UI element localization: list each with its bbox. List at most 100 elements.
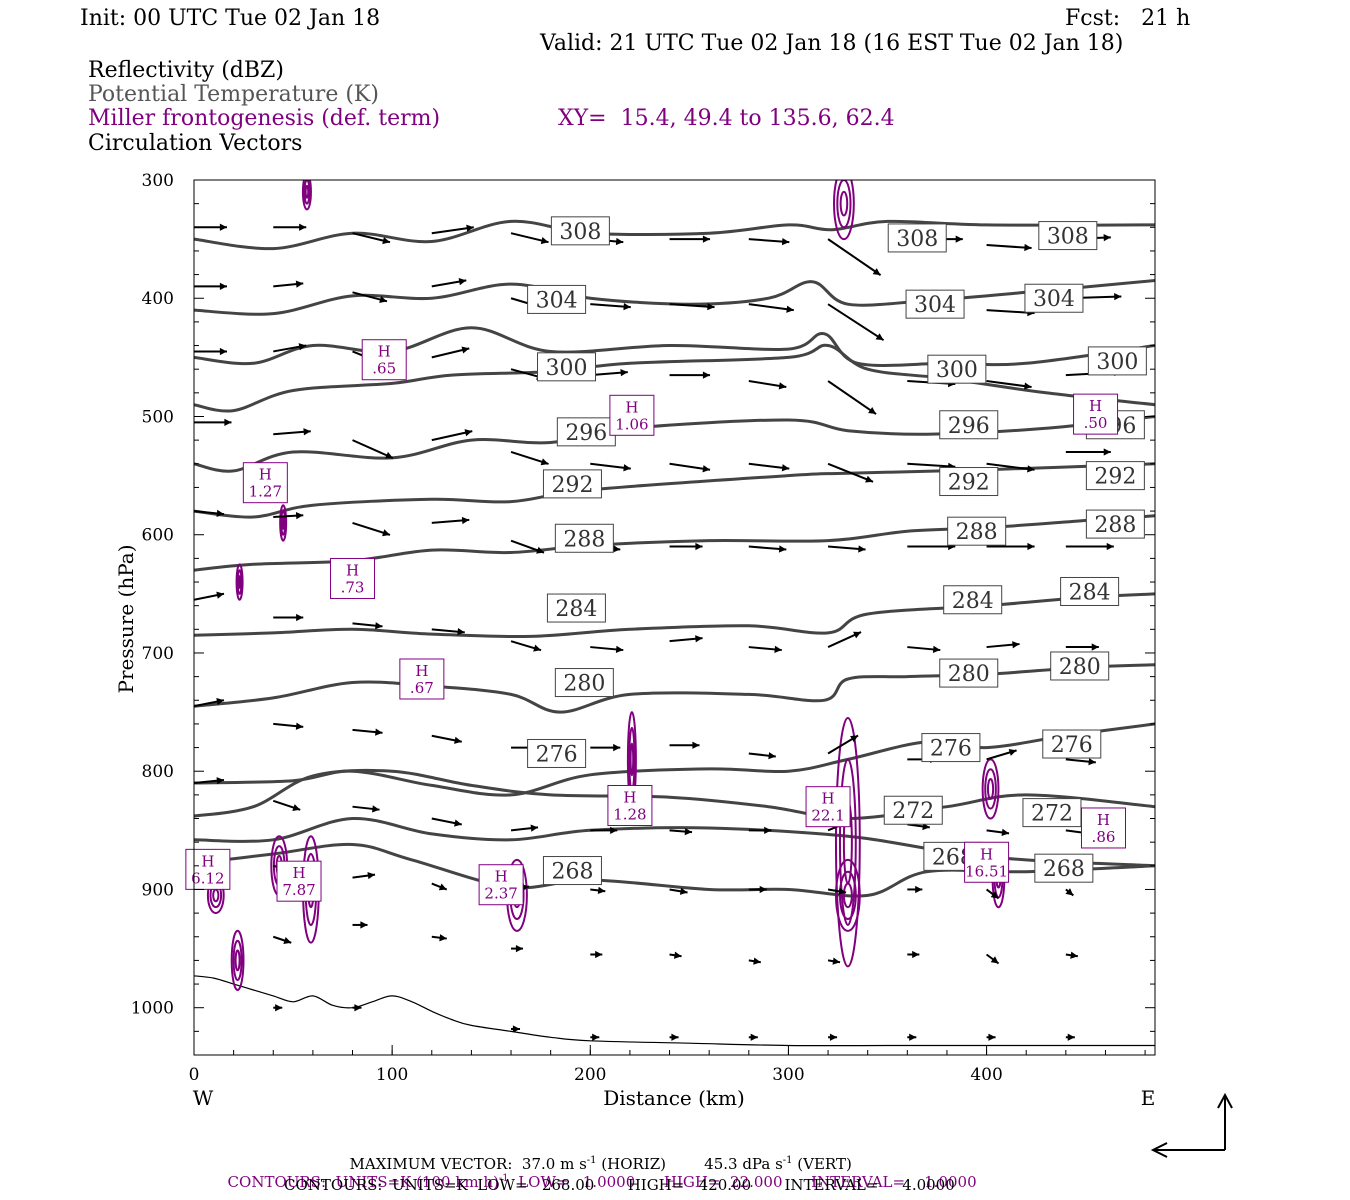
theta-label: 268 [542, 856, 602, 886]
svg-text:2.37: 2.37 [484, 885, 517, 903]
y-tick-label: 900 [142, 880, 174, 900]
circulation-vector [510, 539, 545, 554]
svg-text:16.51: 16.51 [965, 862, 1008, 880]
circulation-vector [431, 429, 473, 442]
circulation-vector [1065, 448, 1111, 456]
svg-text:1.27: 1.27 [249, 483, 282, 501]
frontogenesis-contour [984, 768, 997, 810]
svg-text:H: H [980, 845, 993, 863]
circulation-vector [431, 278, 467, 288]
svg-text:300: 300 [546, 356, 588, 381]
theta-label: 308 [1038, 221, 1098, 251]
frontogenesis-contour [838, 870, 857, 920]
frontogenesis-maximum: H.50 [1073, 393, 1119, 435]
svg-text:288: 288 [1094, 513, 1136, 538]
theta-contour-296 [194, 343, 1155, 413]
circulation-vector [1065, 542, 1114, 551]
svg-text:276: 276 [1051, 733, 1093, 758]
circulation-vector [986, 243, 1032, 252]
circulation-vector [1065, 1033, 1075, 1041]
svg-text:.65: .65 [372, 360, 396, 378]
theta-label: 272 [1022, 798, 1082, 828]
svg-text:6.12: 6.12 [191, 869, 224, 887]
circulation-vector [431, 934, 447, 942]
svg-text:280: 280 [1059, 655, 1101, 680]
circulation-vector [194, 777, 225, 785]
svg-text:284: 284 [1069, 580, 1111, 605]
circulation-vector [194, 282, 227, 291]
y-tick-label: 500 [142, 407, 174, 427]
circulation-vector [273, 613, 304, 622]
circulation-vector [669, 741, 700, 749]
circulation-vector [352, 805, 380, 813]
frontogenesis-contour [304, 184, 310, 199]
max-vector-info: MAXIMUM VECTOR: 37.0 m s-1 (HORIZ) 45.3 … [349, 1155, 852, 1173]
circulation-vector [352, 439, 394, 460]
frontogenesis-contour [839, 190, 849, 217]
circulation-vector [669, 303, 715, 311]
x-tick-label: 400 [970, 1065, 1002, 1085]
circulation-vector [194, 223, 227, 231]
theta-label: 284 [546, 593, 606, 623]
theta-label: 296 [939, 410, 999, 440]
west-label: W [193, 1086, 214, 1110]
svg-text:7.87: 7.87 [282, 881, 315, 899]
theta-contour-304 [194, 279, 1155, 316]
circulation-vector [590, 303, 631, 311]
frontogenesis-maximum: H16.51 [964, 841, 1010, 883]
theta-label: 284 [1060, 576, 1120, 606]
svg-text:22.1: 22.1 [811, 807, 844, 825]
frontogenesis-contour [234, 949, 241, 972]
svg-text:300: 300 [936, 358, 978, 383]
circulation-vector [669, 462, 711, 473]
frontogenesis-maximum: H6.12 [185, 848, 231, 890]
frontogenesis-contour-info: CONTOURS: UNITS=K (100 km h)-1 LOW= 1.00… [227, 1173, 977, 1191]
svg-text:304: 304 [1033, 287, 1075, 312]
circulation-vector [590, 369, 628, 377]
circulation-vector [510, 640, 542, 652]
frontogenesis-maximum: H2.37 [478, 864, 524, 906]
frontogenesis-maximum: H1.06 [609, 394, 655, 436]
circulation-vector [510, 824, 539, 832]
frontogenesis-maximum: H1.28 [607, 785, 653, 827]
circulation-vector [986, 641, 1020, 649]
svg-text:1.06: 1.06 [615, 415, 648, 433]
x-tick-label: 300 [772, 1065, 804, 1085]
circulation-vector [748, 752, 776, 760]
svg-text:272: 272 [892, 799, 934, 824]
svg-text:H: H [259, 466, 272, 484]
theta-label: 304 [527, 284, 587, 314]
svg-text:.73: .73 [341, 578, 365, 596]
circulation-vector [352, 622, 383, 630]
circulation-vector [431, 817, 462, 827]
theta-label: 300 [1087, 346, 1147, 376]
theta-label: 288 [1085, 509, 1145, 539]
theta-label: 292 [542, 469, 602, 499]
svg-text:.67: .67 [410, 679, 434, 697]
theta-label: 292 [939, 467, 999, 497]
circulation-vector [352, 521, 391, 537]
vector-scale-key [1150, 1092, 1233, 1158]
svg-text:H: H [623, 789, 636, 807]
frontogenesis-contour [281, 516, 286, 530]
frontogenesis-contour [232, 939, 243, 982]
theta-contour-288 [194, 462, 1155, 519]
svg-text:276: 276 [536, 742, 578, 767]
circulation-vector [590, 950, 603, 959]
field-frontogenesis: Miller frontogenesis (def. term) [88, 106, 441, 131]
theta-contour-info: CONTOURS: UNITS=K LOW= 268.00 HIGH= 420.… [284, 1176, 955, 1194]
circulation-vector [590, 743, 621, 752]
circulation-vector [748, 1033, 758, 1041]
theta-label: 300 [927, 354, 987, 384]
circulation-vector [986, 542, 1035, 551]
circulation-vector [986, 748, 1017, 761]
theta-label: 268 [1034, 853, 1094, 883]
theta-label: 280 [1050, 651, 1110, 681]
circulation-vector [827, 734, 859, 755]
circulation-vector [907, 645, 941, 654]
theta-label: 296 [556, 417, 616, 447]
circulation-vector [273, 280, 304, 288]
circulation-vector [748, 380, 787, 390]
frontogenesis-contour [230, 929, 245, 992]
